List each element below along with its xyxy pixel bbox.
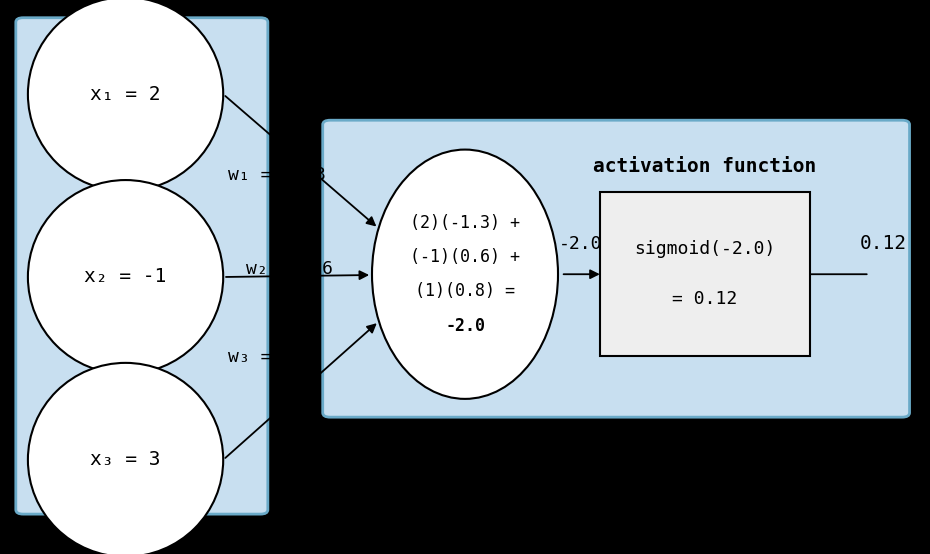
Text: (2)(-1.3) +: (2)(-1.3) + <box>410 214 520 232</box>
Text: -2.0: -2.0 <box>559 235 602 253</box>
Text: w₃ = 0.4: w₃ = 0.4 <box>228 348 315 366</box>
Text: = 0.12: = 0.12 <box>672 290 737 308</box>
FancyBboxPatch shape <box>16 18 268 514</box>
FancyBboxPatch shape <box>600 192 810 356</box>
Ellipse shape <box>28 363 223 554</box>
Text: (1)(0.8) =: (1)(0.8) = <box>415 283 515 300</box>
Ellipse shape <box>28 0 223 191</box>
Text: activation function: activation function <box>593 157 817 176</box>
Text: sigmoid(-2.0): sigmoid(-2.0) <box>634 240 776 258</box>
Text: x₁ = 2: x₁ = 2 <box>90 85 161 104</box>
Text: x₂ = -1: x₂ = -1 <box>85 268 166 286</box>
Text: 0.12: 0.12 <box>860 234 907 253</box>
Text: w₁ = -1.3: w₁ = -1.3 <box>228 166 326 183</box>
Ellipse shape <box>372 150 558 399</box>
FancyBboxPatch shape <box>323 120 910 417</box>
Text: x₃ = 3: x₃ = 3 <box>90 450 161 469</box>
Text: -2.0: -2.0 <box>445 317 485 335</box>
Ellipse shape <box>28 180 223 374</box>
Text: w₂ = 0.6: w₂ = 0.6 <box>246 260 334 278</box>
Text: (-1)(0.6) +: (-1)(0.6) + <box>410 248 520 266</box>
